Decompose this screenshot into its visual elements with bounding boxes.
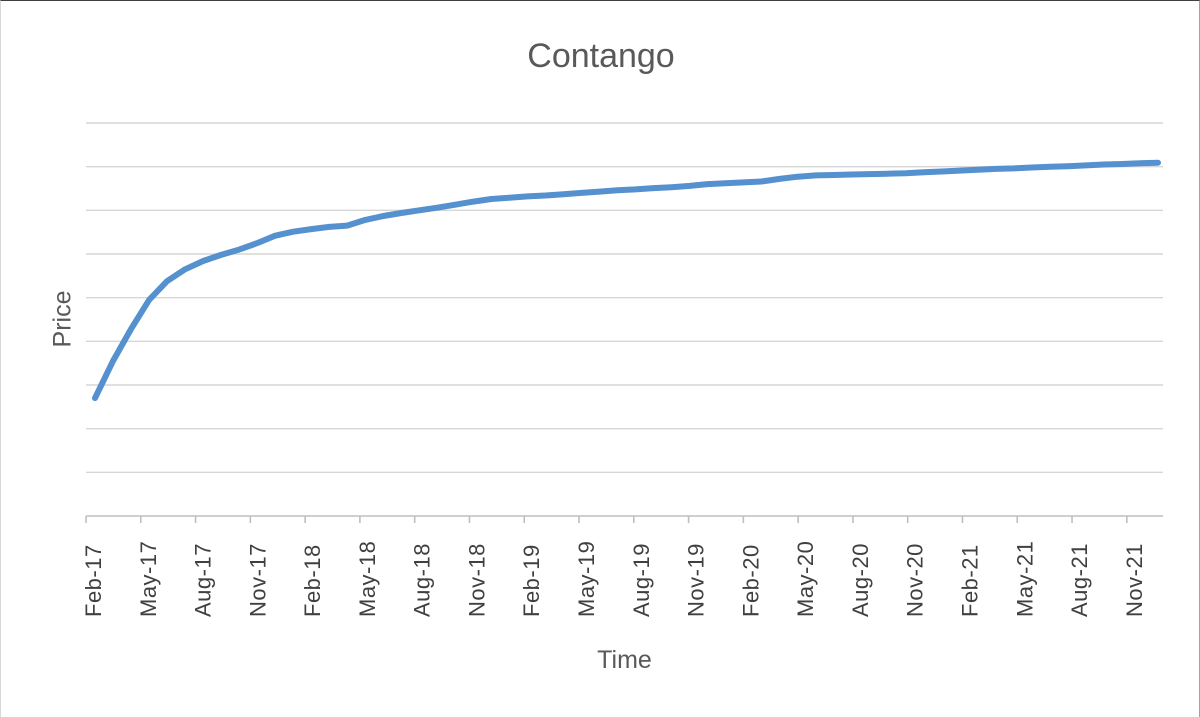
x-axis-title: Time: [597, 646, 652, 674]
x-axis-tick-label: Feb-17: [81, 544, 106, 617]
x-axis-tick-label: Nov-21: [1122, 543, 1147, 617]
x-axis-tick-label: May-21: [1012, 541, 1037, 617]
x-axis-tick-label: Nov-17: [245, 543, 270, 617]
x-axis-tick-label: Feb-20: [738, 544, 763, 617]
x-axis-tick-label: Aug-17: [191, 543, 216, 617]
x-axis-tick-label: Nov-18: [464, 543, 489, 617]
x-axis-tick-label: May-17: [136, 541, 161, 617]
price-series-line: [92, 159, 1161, 402]
x-axis-tick-label: Feb-18: [300, 544, 325, 617]
x-axis-tick-label: May-20: [793, 541, 818, 617]
chart-title: Contango: [527, 37, 675, 75]
x-axis-tick-label: May-19: [574, 541, 599, 617]
x-axis-tick-label: Aug-20: [848, 543, 873, 617]
x-axis-tick-label: Feb-21: [957, 544, 982, 617]
x-axis-tick-label: Nov-19: [684, 543, 709, 617]
x-axis-tick-label: Aug-19: [629, 543, 654, 617]
x-axis-tick-label: Nov-20: [903, 543, 928, 617]
x-axis-tick-label: Feb-19: [519, 544, 544, 617]
x-axis-tick-label: Aug-18: [410, 543, 435, 617]
x-axis-tick-label: Aug-21: [1067, 543, 1092, 617]
x-axis-tick-label: May-18: [355, 541, 380, 617]
